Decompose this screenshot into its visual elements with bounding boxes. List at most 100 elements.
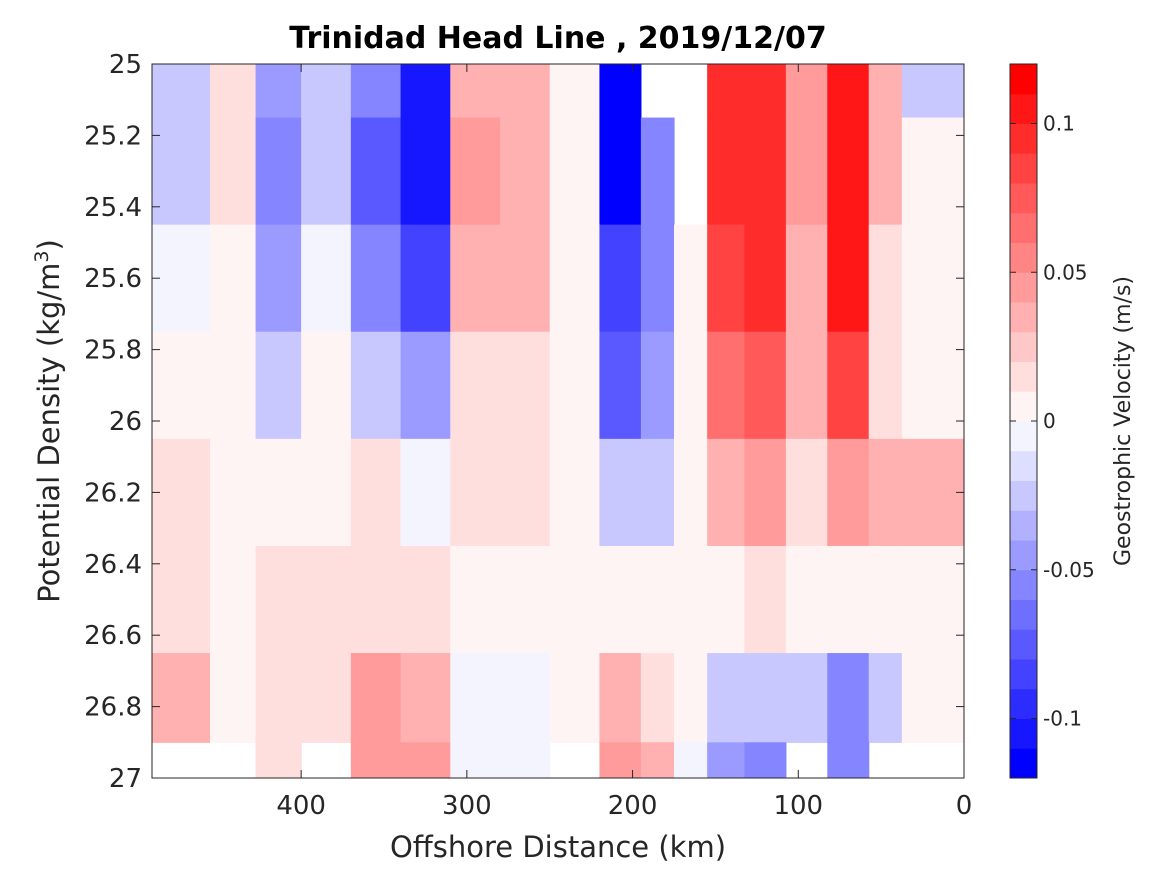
contour-cell	[152, 224, 211, 333]
contour-cell	[827, 545, 870, 654]
y-axis-label-close: )	[32, 239, 66, 250]
contour-cell	[707, 438, 746, 547]
colorbar-level	[1010, 391, 1037, 422]
y-tick-label: 25.8	[84, 336, 142, 366]
contour-cell	[674, 545, 708, 654]
y-tick-label: 25	[109, 50, 142, 80]
contour-cell	[868, 545, 903, 654]
colorbar-level	[1010, 64, 1037, 95]
contour-cell	[785, 117, 828, 226]
contour-cell	[901, 653, 964, 743]
contour-cell	[901, 117, 964, 226]
contour-cell	[152, 438, 211, 547]
contour-cell	[152, 331, 211, 440]
contour-cell	[400, 64, 451, 119]
colorbar-level	[1010, 153, 1037, 184]
contour-cell	[450, 438, 501, 547]
contour-cell	[255, 545, 302, 654]
contour-cell	[827, 653, 870, 743]
contour-cell	[500, 117, 551, 226]
contour-cell	[350, 331, 402, 440]
contour-cell	[210, 331, 257, 440]
y-axis: 25 25.2 25.4 25.6 25.8 26 26.2 26.4 26.6 26.8 27	[84, 50, 964, 794]
contour-cell	[640, 653, 675, 743]
contour-cell	[301, 438, 352, 547]
contour-cell	[500, 331, 551, 440]
contour-cell	[450, 224, 501, 333]
contour-cell	[350, 653, 402, 743]
contour-cell	[210, 545, 257, 654]
contour-cell	[450, 742, 501, 778]
x-tick-label: 0	[956, 791, 973, 821]
contour-cell	[785, 438, 828, 547]
colorbar-tick-label: -0.05	[1043, 558, 1095, 582]
colorbar-level	[1010, 599, 1037, 630]
contour-cell	[785, 64, 828, 119]
colorbar-level	[1010, 748, 1037, 779]
contour-cell	[827, 117, 870, 226]
contour-cell	[901, 224, 964, 333]
contour-cell	[500, 224, 551, 333]
colorbar-label: Geostrophic Velocity (m/s)	[1111, 276, 1136, 566]
contour-cell	[255, 438, 302, 547]
contour-cell	[901, 438, 964, 547]
y-tick-label: 25.4	[84, 193, 142, 223]
contour-cell	[255, 653, 302, 743]
contour-cell	[350, 545, 402, 654]
contour-cell	[400, 545, 451, 654]
colorbar-tick-label: 0	[1043, 409, 1056, 433]
contour-cell	[400, 331, 451, 440]
contour-cell	[152, 545, 211, 654]
contour-cell	[707, 117, 746, 226]
contour-cell	[599, 117, 642, 226]
contour-cell	[707, 742, 746, 778]
contour-cell	[450, 545, 501, 654]
contour-cell	[301, 331, 352, 440]
colorbar-level	[1010, 212, 1037, 243]
colorbar-level	[1010, 183, 1037, 214]
contour-cell	[827, 224, 870, 333]
contour-cell	[152, 117, 211, 226]
contour-cell	[255, 331, 302, 440]
y-axis-label-superscript: 3	[31, 250, 53, 262]
contour-cell	[450, 653, 501, 743]
contour-cell	[400, 438, 451, 547]
contour-cell	[210, 117, 257, 226]
y-axis-label-text: Potential Density (kg/m	[32, 263, 66, 603]
contour-cell	[640, 331, 675, 440]
colorbar-tick-label: 0.05	[1043, 260, 1088, 284]
contour-cell	[868, 653, 903, 743]
contour-cell	[640, 224, 675, 333]
contour-cell	[400, 742, 451, 778]
y-axis-label: Potential Density (kg/m3)	[31, 239, 66, 603]
contour-cell	[599, 331, 642, 440]
contour-cell	[827, 742, 870, 778]
contour-cell	[549, 331, 601, 440]
colorbar-tick-label: 0.1	[1043, 112, 1075, 136]
contour-cell	[599, 742, 642, 778]
contour-cell	[400, 653, 451, 743]
contour-cell	[674, 438, 708, 547]
contour-cell	[400, 224, 451, 333]
contour-cell	[210, 438, 257, 547]
y-tick-label: 25.2	[84, 121, 142, 151]
contour-cell	[450, 117, 501, 226]
contour-cell	[744, 331, 787, 440]
contour-cells	[152, 64, 964, 778]
y-tick-label: 26	[109, 407, 142, 437]
colorbar-level	[1010, 659, 1037, 690]
contour-cell	[707, 331, 746, 440]
colorbar-ticks: -0.1 -0.05 0 0.05 0.1	[1010, 112, 1095, 731]
contour-cell	[350, 742, 402, 778]
contour-cell	[350, 224, 402, 333]
colorbar-level	[1010, 688, 1037, 719]
contour-cell	[549, 64, 601, 119]
contour-cell	[599, 545, 642, 654]
contour-cell	[210, 224, 257, 333]
contour-cell	[744, 224, 787, 333]
contour-cell	[901, 64, 964, 119]
contour-cell	[301, 64, 352, 119]
contour-cell	[707, 545, 746, 654]
contour-cell	[350, 117, 402, 226]
